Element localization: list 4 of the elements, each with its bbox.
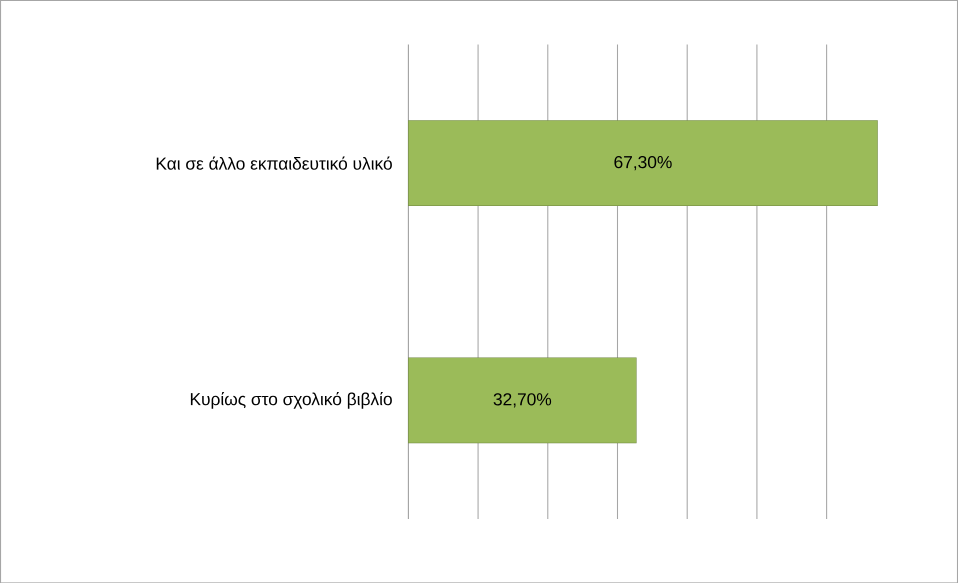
data-label: 32,70% — [494, 392, 552, 408]
data-label: 67,30% — [614, 156, 672, 170]
y-tick-label: Και σε άλλο εκπαιδευτικό υλικό — [156, 156, 392, 170]
y-tick-label: Κυρίως στο σχολικό βιβλίο — [190, 392, 392, 408]
